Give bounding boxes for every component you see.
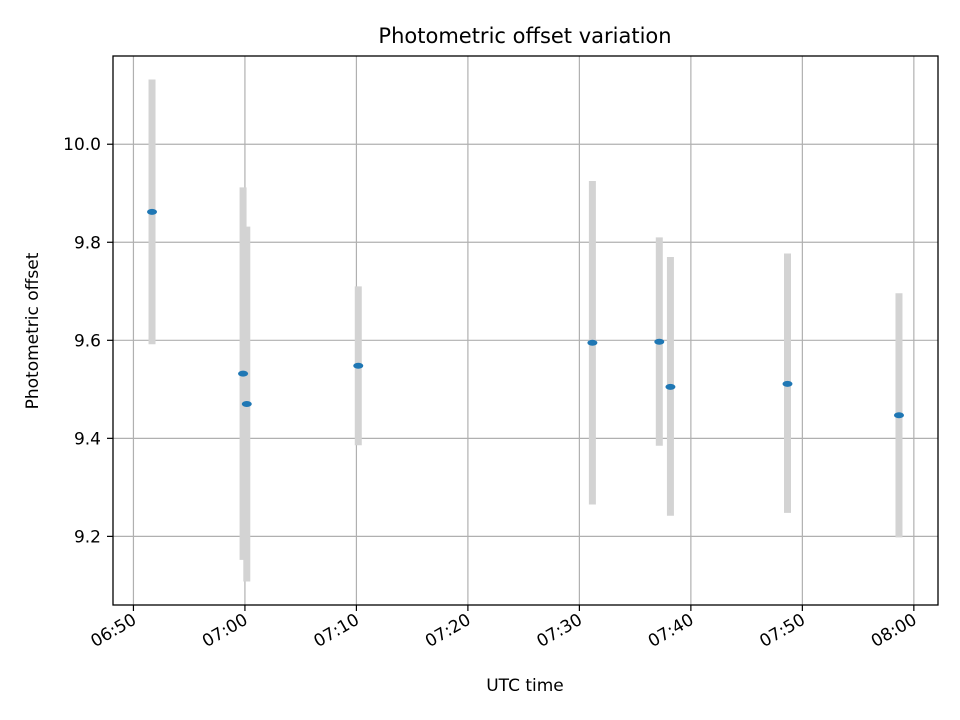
data-point [353,362,364,369]
x-axis-label: UTC time [486,676,564,696]
plot-frame [112,55,939,606]
data-point [241,401,252,408]
chart-title: Photometric offset variation [378,24,671,48]
data-point [587,339,598,346]
y-tick-label: 9.8 [74,233,101,253]
data-point [654,338,665,345]
y-tick-label: 10.0 [63,135,101,155]
data-point [782,380,793,387]
data-points [147,208,904,419]
y-axis: 9.2 9.4 9.6 9.8 10.0 [63,135,113,547]
y-tick-label: 9.2 [74,527,101,547]
y-axis-label: Photometric offset [23,252,43,409]
data-point [147,208,158,215]
data-point [893,412,904,419]
grid-lines [113,56,938,605]
data-point [665,383,676,390]
y-tick-label: 9.4 [74,429,101,449]
data-point [238,370,249,377]
y-tick-label: 9.6 [74,331,101,351]
